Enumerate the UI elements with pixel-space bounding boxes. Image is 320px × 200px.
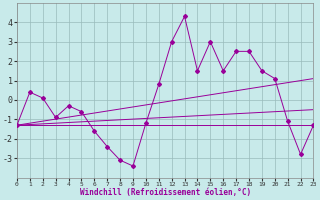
X-axis label: Windchill (Refroidissement éolien,°C): Windchill (Refroidissement éolien,°C) [80,188,251,197]
